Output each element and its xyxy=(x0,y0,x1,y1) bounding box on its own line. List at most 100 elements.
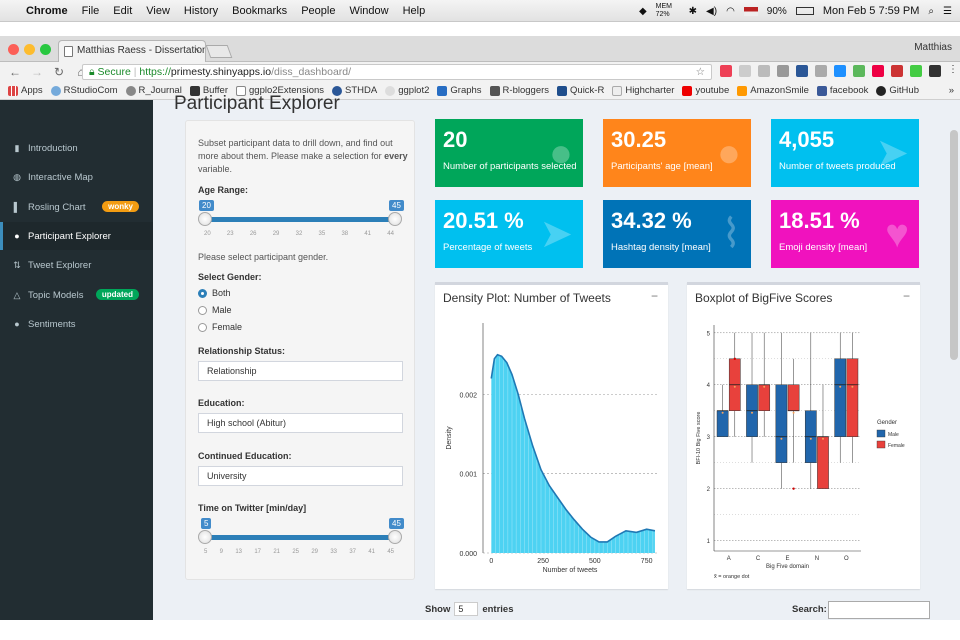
y-tick-label: 5 xyxy=(707,331,711,337)
back-icon[interactable]: ← xyxy=(9,65,21,79)
box xyxy=(758,384,771,411)
bookmark[interactable]: R-bloggers xyxy=(489,85,549,96)
extension-icon[interactable] xyxy=(834,65,846,77)
education-select[interactable]: High school (Abitur) xyxy=(198,413,403,433)
badge-wonky: wonky xyxy=(102,201,139,212)
paperclip-icon: ⌇ xyxy=(721,212,741,256)
collapse-button[interactable]: − xyxy=(650,289,658,303)
entries-select[interactable]: 5 xyxy=(454,602,479,616)
menu-file[interactable]: File xyxy=(81,4,100,17)
bookmark[interactable]: RStudioCom xyxy=(50,85,118,96)
box xyxy=(846,358,859,437)
extension-icon[interactable] xyxy=(853,65,865,77)
bookmark[interactable]: R_Journal xyxy=(125,85,182,96)
bookmark[interactable]: Highcharter xyxy=(612,85,674,96)
extension-icon[interactable] xyxy=(739,65,751,77)
address-bar[interactable]: 🔒︎ Secure | https://primesty.shinyapps.i… xyxy=(82,64,712,80)
buffer-icon[interactable] xyxy=(929,65,941,77)
extension-icon[interactable] xyxy=(910,65,922,77)
age-range-track[interactable] xyxy=(204,217,394,222)
browser-tab[interactable]: Matthias Raess - Dissertation × xyxy=(58,40,206,62)
bookmark[interactable]: facebook xyxy=(816,85,868,96)
bookmark[interactable]: AmazonSmile xyxy=(737,85,809,96)
extension-icon[interactable] xyxy=(758,65,770,77)
bookmark[interactable]: Buffer xyxy=(189,85,228,96)
sidebar-item-tweet-explorer[interactable]: ⇅ Tweet Explorer xyxy=(13,259,92,271)
extension-icon[interactable] xyxy=(815,65,827,77)
star-icon[interactable]: ☆ xyxy=(695,66,705,78)
sidebar-item-participant-explorer[interactable]: ● Participant Explorer xyxy=(0,222,153,250)
pocket-icon[interactable] xyxy=(720,65,732,77)
bookmark[interactable]: GitHub xyxy=(876,85,919,96)
bookmark[interactable]: Graphs xyxy=(437,85,482,96)
menu-bookmarks[interactable]: Bookmarks xyxy=(232,4,288,17)
menu-window[interactable]: Window xyxy=(349,4,389,17)
bookmark[interactable]: ggplo2Extensions xyxy=(236,85,324,96)
value-box-number: 20.51 % xyxy=(443,208,524,233)
bookmark[interactable]: youtube xyxy=(682,85,729,96)
reload-icon[interactable]: ↻ xyxy=(53,65,65,79)
spotlight-icon[interactable]: ⌕ xyxy=(928,5,935,17)
twitter-time-label: Time on Twitter [min/day] xyxy=(198,503,307,513)
y-axis-label: BFI-10 Big Five score xyxy=(696,412,702,465)
sidebar-item-sentiments[interactable]: ● Sentiments xyxy=(0,310,153,338)
y-tick-label: 4 xyxy=(707,383,711,389)
clock[interactable]: Mon Feb 5 7:59 PM xyxy=(822,5,920,17)
radio-empty-icon xyxy=(198,305,207,315)
menu-view[interactable]: View xyxy=(146,4,170,17)
search-input[interactable] xyxy=(828,601,930,619)
radio-male[interactable]: Male xyxy=(198,305,232,315)
extension-icon[interactable] xyxy=(777,65,789,77)
close-tab-icon[interactable]: × xyxy=(193,44,200,56)
forward-icon[interactable]: → xyxy=(31,65,43,79)
menu-history[interactable]: History xyxy=(183,4,219,17)
extension-icon[interactable] xyxy=(891,65,903,77)
heart-icon: ♥ xyxy=(885,212,909,256)
page-icon xyxy=(64,46,73,57)
radio-both[interactable]: Both xyxy=(198,288,231,298)
sidebar-item-topic-models[interactable]: △ Topic Models updated xyxy=(0,281,153,309)
home-icon[interactable]: ⌂ xyxy=(77,65,85,79)
minimize-window-icon[interactable] xyxy=(24,44,35,55)
notification-center-icon[interactable]: ☰ xyxy=(943,5,952,17)
more-bookmarks-icon[interactable]: » xyxy=(948,85,954,96)
close-window-icon[interactable] xyxy=(8,44,19,55)
apps-icon xyxy=(8,85,18,96)
wifi-icon[interactable]: ◠ xyxy=(726,5,735,17)
volume-icon[interactable]: ◀) xyxy=(706,5,718,17)
battery-icon[interactable] xyxy=(795,7,814,15)
menu-dots-icon[interactable]: ⋮ xyxy=(948,64,958,75)
sidebar-item-interactive-map[interactable]: ◍ Interactive Map xyxy=(13,171,93,183)
page-scrollbar[interactable] xyxy=(950,130,958,360)
new-tab-button[interactable] xyxy=(205,45,233,58)
extension-icon[interactable] xyxy=(796,65,808,77)
sidebar-item-introduction[interactable]: ▮ Introduction xyxy=(0,134,153,162)
bookmark[interactable]: STHDA xyxy=(332,85,377,96)
bookmark[interactable]: Quick-R xyxy=(557,85,604,96)
github-icon xyxy=(876,85,887,96)
twitter-ticks: 5 9 13 17 21 25 29 33 37 41 45 xyxy=(204,549,394,555)
profile-name[interactable]: Matthias xyxy=(914,42,952,53)
relationship-select[interactable]: Relationship xyxy=(198,361,403,381)
menu-help[interactable]: Help xyxy=(402,4,426,17)
extension-icon[interactable] xyxy=(872,65,884,77)
collapse-button[interactable]: − xyxy=(902,289,910,303)
zoom-window-icon[interactable] xyxy=(40,44,51,55)
dropbox-icon[interactable]: ◆ xyxy=(638,5,647,17)
age-max-handle[interactable] xyxy=(388,212,402,226)
flag-icon[interactable] xyxy=(743,6,758,16)
browser-toolbar: ← → ↻ ⌂ 🔒︎ Secure | https://primesty.shi… xyxy=(0,62,960,82)
radio-female[interactable]: Female xyxy=(198,322,242,332)
menu-app-name[interactable]: Chrome xyxy=(26,4,68,17)
sidebar-item-rosling-chart[interactable]: ▌ Rosling Chart wonky xyxy=(0,193,153,221)
menu-people[interactable]: People xyxy=(301,4,336,17)
twitter-range-track[interactable] xyxy=(204,535,394,540)
twitter-max-handle[interactable] xyxy=(388,530,402,544)
menu-edit[interactable]: Edit xyxy=(113,4,133,17)
bookmark-apps[interactable]: Apps xyxy=(8,85,43,96)
bluetooth-icon[interactable]: ✱ xyxy=(688,5,698,17)
twitter-min-handle[interactable] xyxy=(198,530,212,544)
age-min-handle[interactable] xyxy=(198,212,212,226)
continued-education-select[interactable]: University xyxy=(198,466,403,486)
bookmark[interactable]: ggplot2 xyxy=(385,85,429,96)
